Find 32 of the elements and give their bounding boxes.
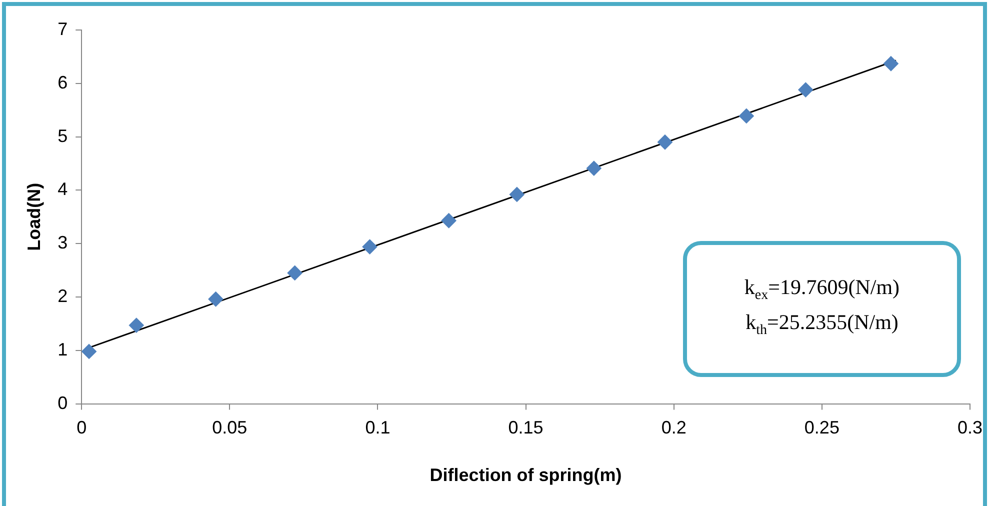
- y-axis-title: Load(N): [24, 182, 44, 251]
- y-tick-label: 1: [58, 339, 68, 360]
- x-tick-label: 0.3: [957, 418, 983, 438]
- annotation: k$_{ex}$=19.7609(N/m): [744, 274, 900, 305]
- x-tick-label: 0.25: [804, 418, 840, 438]
- point: [82, 344, 97, 359]
- y-tick-label: 3: [58, 232, 68, 253]
- point: [287, 265, 302, 280]
- point: [657, 134, 672, 150]
- y-tick-label: 4: [58, 179, 68, 200]
- x-axis-title: Diflection of spring(m): [430, 465, 622, 486]
- y-tick-label: 7: [58, 18, 68, 39]
- x-tick-label: 0: [76, 418, 87, 438]
- x-tick-label: 0.1: [365, 418, 390, 438]
- x-tick-label: 0.05: [212, 418, 248, 438]
- point: [509, 186, 524, 202]
- point: [586, 160, 602, 176]
- x-tick-label: 0.15: [508, 418, 544, 438]
- point: [883, 56, 898, 72]
- point: [798, 82, 814, 98]
- point: [738, 108, 754, 124]
- point: [362, 239, 378, 254]
- y-tick-label: 0: [58, 392, 68, 413]
- point: [208, 292, 224, 307]
- point: [441, 213, 456, 228]
- y-tick-label: 6: [58, 72, 68, 92]
- note-box: k$_{ex}$=19.7609(N/m) k$_{th}$=25.2355(N/m): [683, 241, 961, 377]
- point: [128, 318, 144, 333]
- x-tick-label: 0.2: [661, 418, 686, 438]
- annotation: k$_{th}$=25.2355(N/m): [746, 309, 898, 340]
- y-tick-label: 2: [58, 286, 68, 306]
- y-tick-label: 5: [58, 126, 68, 146]
